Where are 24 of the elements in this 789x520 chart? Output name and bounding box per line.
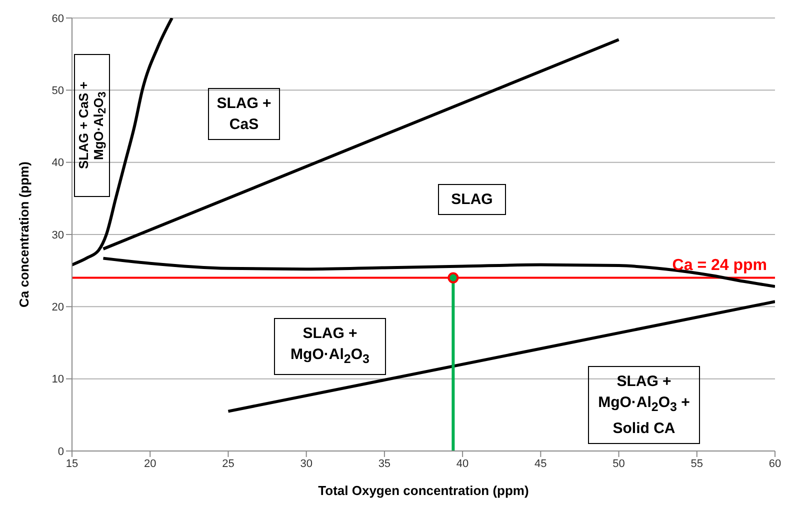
x-axis-title: Total Oxygen concentration (ppm) (318, 483, 529, 498)
y-tick-label: 10 (52, 374, 64, 386)
y-tick-label: 60 (52, 12, 64, 25)
x-tick-label: 30 (300, 458, 312, 470)
y-tick-label: 40 (52, 157, 64, 170)
x-tick-label: 45 (534, 458, 547, 470)
x-tick-label: 25 (222, 458, 234, 470)
x-tick-label: 40 (456, 458, 469, 470)
note-box: SLAG (438, 184, 506, 215)
ref-line-label: Ca = 24 ppm (672, 256, 767, 274)
y-tick-label: 20 (52, 302, 64, 314)
note-box: SLAG + MgO·Al$_{2}$O$_{3}$ + Solid CA (588, 366, 700, 444)
x-tick-label: 35 (378, 458, 391, 470)
x-tick-label: 50 (612, 458, 625, 470)
y-tick-label: 0 (58, 446, 64, 458)
x-tick-label: 60 (768, 458, 782, 470)
x-tick-label: 15 (66, 458, 78, 470)
note-box: SLAG + MgO·Al$_{2}$O$_{3}$ (274, 318, 386, 375)
x-tick-label: 55 (690, 458, 704, 470)
y-axis-title: Ca concentration (ppm) (16, 162, 32, 308)
x-tick-label: 20 (144, 458, 156, 470)
y-tick-label: 30 (52, 229, 64, 242)
note-box: SLAG + CaS (208, 88, 280, 140)
y-tick-label: 50 (52, 85, 64, 98)
